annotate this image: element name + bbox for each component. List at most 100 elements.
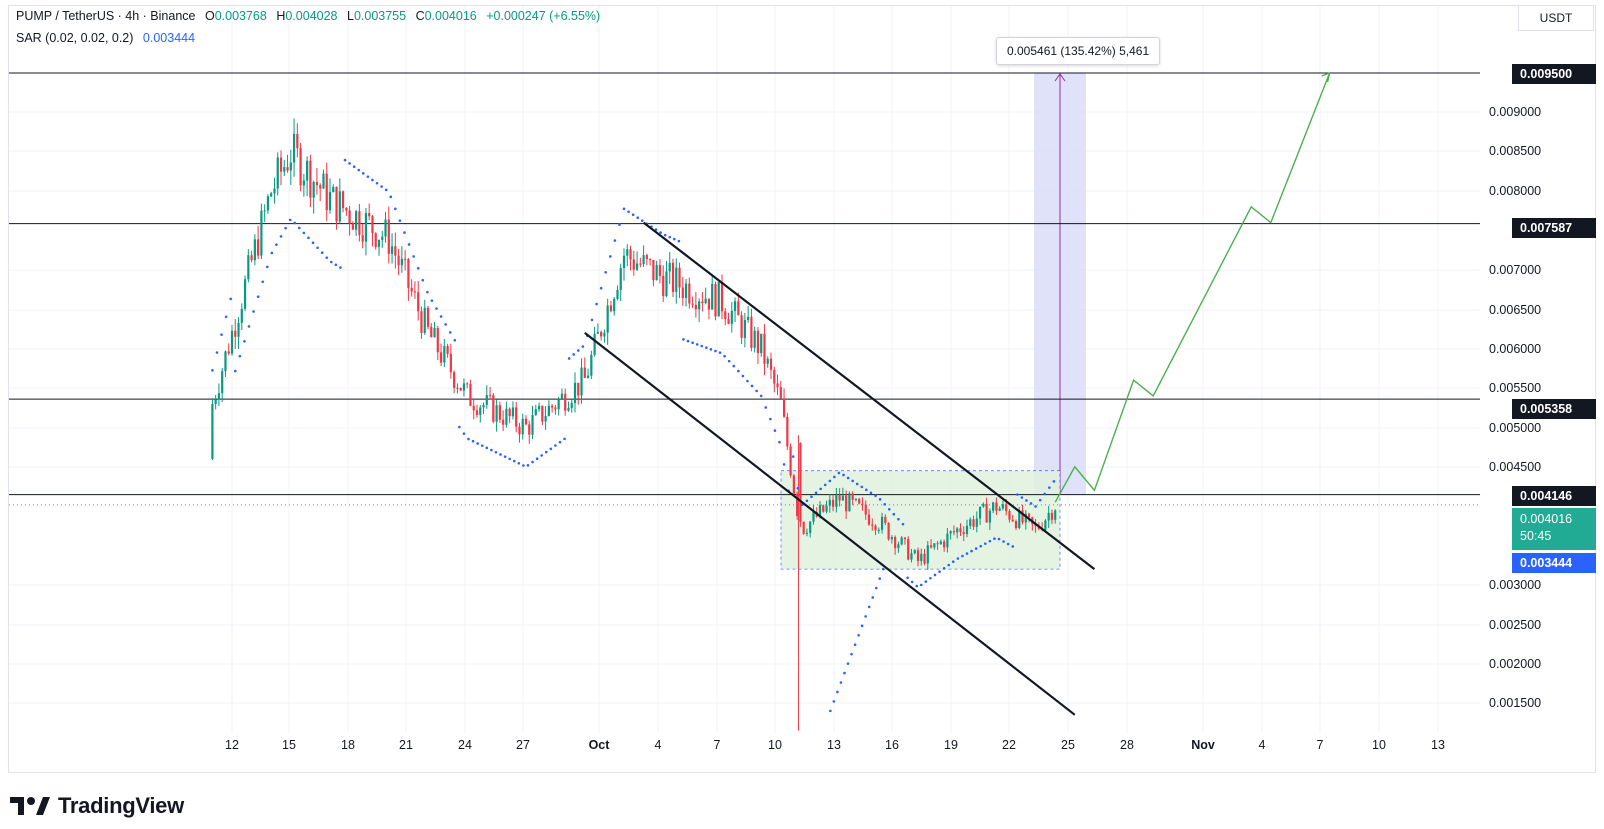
candle-body (825, 505, 828, 512)
symbol-title[interactable]: PUMP / TetherUS · 4h · Binance (16, 9, 196, 23)
candle-body (475, 410, 479, 415)
sar-dot (773, 429, 777, 432)
indicator-title[interactable]: SAR (0.02, 0.02, 0.2) (16, 31, 134, 45)
sar-dot (453, 339, 457, 342)
candle-body (867, 514, 871, 525)
candle-body (270, 193, 273, 197)
candle-body (560, 393, 564, 400)
candle-body (224, 351, 227, 372)
sar-dot (476, 442, 479, 445)
candle-body (325, 173, 328, 211)
candle-body (528, 424, 531, 435)
y-tick-label: 0.002500 (1489, 618, 1541, 632)
candle-body (818, 505, 822, 517)
candle-body (358, 211, 361, 236)
sar-dot (979, 544, 983, 548)
sar-dot (288, 218, 292, 222)
candle-body (688, 283, 691, 304)
candle-body (469, 383, 472, 406)
sar-dot (613, 239, 617, 242)
candle-body (675, 267, 678, 292)
sar-dot (860, 624, 864, 628)
sar-dot (608, 255, 612, 258)
sar-dot (714, 349, 717, 353)
sar-dot (215, 351, 219, 354)
candle-body (531, 415, 534, 435)
candle-body (691, 303, 694, 305)
sar-dot (956, 557, 960, 560)
candle-body (796, 493, 799, 517)
sar-dot (947, 563, 951, 567)
candle-body (570, 403, 573, 409)
sar-dot (853, 643, 857, 647)
candle-body (841, 495, 844, 501)
sar-dot (444, 323, 447, 326)
x-tick-label: 12 (225, 738, 239, 752)
x-tick-label: 13 (827, 738, 841, 752)
y-axis: 0.009000 0.008500 0.008000 0.007000 0.006500… (1489, 105, 1541, 710)
sar-dot (887, 507, 891, 511)
tradingview-logo[interactable]: TradingView (10, 793, 184, 819)
sar-dot (857, 633, 860, 637)
x-tick-label: 7 (1317, 738, 1324, 752)
sar-dot (238, 354, 242, 358)
candle-body (720, 281, 724, 312)
x-tick-label: 19 (944, 738, 958, 752)
candle-body (988, 510, 991, 523)
sar-dot (352, 165, 356, 169)
candle-body (433, 328, 436, 338)
horizontal-levels (9, 72, 1480, 506)
measure-arrow (1054, 73, 1066, 82)
sar-dot (970, 549, 973, 553)
sar-dot (558, 440, 562, 444)
candle-body (730, 310, 733, 324)
chart-frame[interactable] (8, 5, 1596, 773)
sar-dot (846, 662, 850, 665)
candle-body (835, 495, 838, 507)
candle-body (217, 393, 221, 400)
sar-dot (805, 499, 809, 503)
candle-body (897, 544, 900, 549)
candle-body (508, 408, 511, 417)
sar-dot (974, 547, 978, 550)
sar-dot (590, 318, 594, 322)
sar-dot (320, 251, 324, 255)
sar-dot (691, 341, 694, 345)
candle-body (763, 333, 766, 364)
open-label: O (204, 9, 215, 23)
candle-body (1011, 519, 1014, 522)
sar-dot (869, 491, 873, 495)
candle-body (368, 213, 371, 217)
tradingview-logo-icon (10, 797, 50, 815)
sar-dot (211, 369, 214, 372)
currency-button[interactable]: USDT (1518, 5, 1594, 31)
candle-body (390, 246, 394, 254)
x-tick-label: Nov (1191, 738, 1215, 752)
candle-body (407, 259, 410, 288)
candle-body (377, 239, 381, 247)
candle-body (965, 525, 969, 535)
sar-dot (1011, 545, 1015, 548)
candle-body (551, 405, 554, 408)
sar-dot (829, 709, 832, 713)
candle-body (586, 375, 590, 378)
candle-body (1008, 511, 1011, 520)
candle-body (263, 210, 266, 212)
candle-body (426, 307, 430, 327)
high-value: 0.004028 (285, 9, 338, 23)
candle-body (910, 553, 913, 560)
y-tick-label: 0.003000 (1489, 578, 1541, 592)
candle-body (799, 443, 802, 522)
sar-dot (435, 307, 438, 310)
sar-dot (467, 437, 470, 441)
sar-dot (270, 251, 274, 255)
sar-dot (924, 580, 928, 583)
y-tick-label: 0.002000 (1489, 657, 1541, 671)
candle-body (371, 216, 374, 234)
candle-body (635, 263, 639, 270)
candle-body (848, 493, 851, 512)
low-label: L (346, 9, 354, 23)
candle-body (466, 383, 469, 385)
sar-dot (307, 236, 310, 240)
